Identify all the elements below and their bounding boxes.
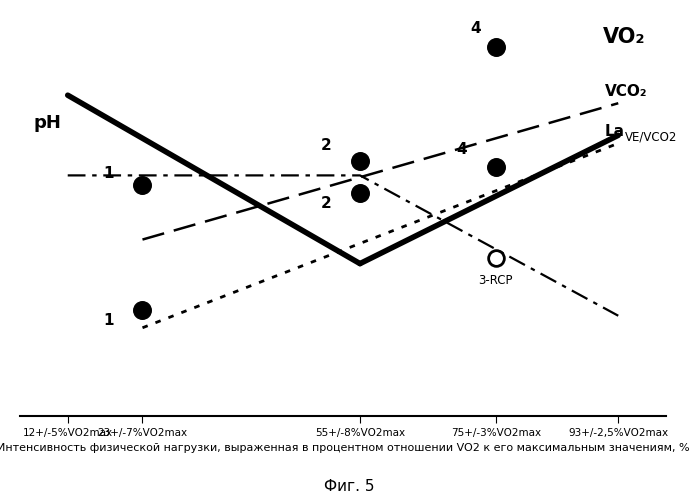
Text: 2: 2 xyxy=(321,139,331,153)
Point xyxy=(490,254,501,262)
Text: 3-RCP: 3-RCP xyxy=(479,275,513,287)
Text: VO₂: VO₂ xyxy=(603,27,645,47)
Text: 4: 4 xyxy=(470,21,481,36)
Text: 1: 1 xyxy=(103,167,114,181)
Point xyxy=(137,306,148,314)
Text: pH: pH xyxy=(34,114,62,132)
Point xyxy=(354,189,366,197)
Text: VCO₂: VCO₂ xyxy=(605,84,647,99)
Text: Фиг. 5: Фиг. 5 xyxy=(324,479,375,493)
Point xyxy=(137,181,148,189)
Point xyxy=(354,157,366,165)
Text: La: La xyxy=(605,124,625,139)
Text: 1: 1 xyxy=(103,313,114,328)
X-axis label: Интенсивность физической нагрузки, выраженная в процентном отношении VO2 к его м: Интенсивность физической нагрузки, выраж… xyxy=(0,443,689,454)
Text: 4: 4 xyxy=(456,142,467,157)
Text: VE/VCO2: VE/VCO2 xyxy=(625,131,677,144)
Text: 2: 2 xyxy=(321,197,331,211)
Point xyxy=(490,164,501,172)
Point xyxy=(490,43,501,51)
